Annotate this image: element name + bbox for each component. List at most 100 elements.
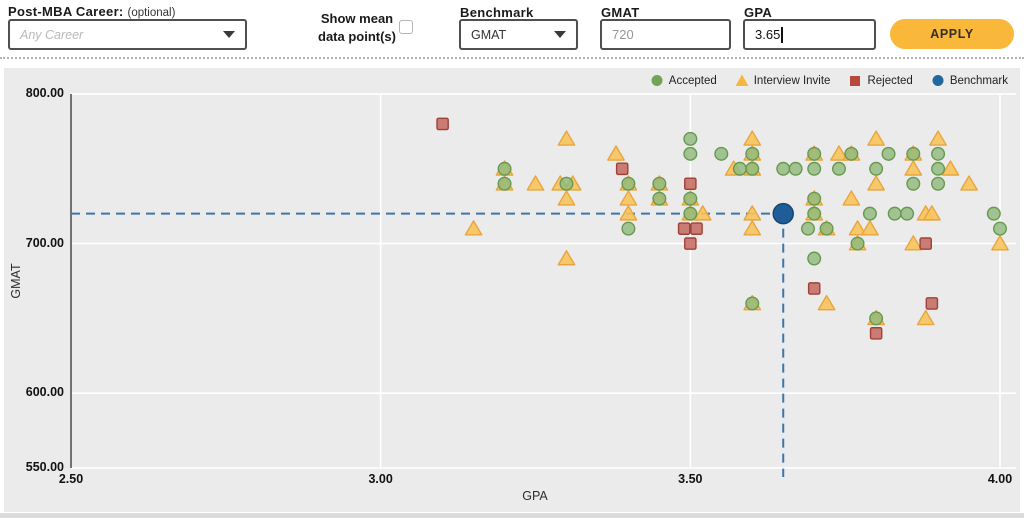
gmat-input[interactable]: 720 [600,19,731,50]
data-point-accepted[interactable] [881,146,896,161]
benchmark-select[interactable]: GMAT [459,19,578,50]
data-point-accepted[interactable] [906,176,921,191]
data-point-accepted[interactable] [714,146,729,161]
data-point-interview-invite[interactable] [848,220,867,236]
data-point-accepted[interactable] [831,161,846,176]
data-point-interview-invite[interactable] [922,205,941,221]
data-point-accepted[interactable] [683,131,698,146]
data-point-interview-invite[interactable] [929,130,947,146]
gpa-input[interactable]: 3.65 [743,19,876,50]
show-mean-checkbox[interactable] [399,20,413,34]
data-point-accepted[interactable] [807,161,822,176]
data-point-rejected[interactable] [684,177,697,191]
data-point-accepted[interactable] [862,206,877,221]
data-point-accepted[interactable] [621,221,636,236]
data-point-accepted[interactable] [732,161,747,176]
data-point-accepted[interactable] [807,251,822,266]
data-point-interview-invite[interactable] [693,205,712,221]
data-point-rejected[interactable] [677,222,691,235]
career-select[interactable]: Any Career [8,19,247,50]
data-point-accepted[interactable] [652,176,667,191]
data-point-interview-invite[interactable] [464,220,483,236]
data-point-accepted[interactable] [683,146,698,161]
data-point-accepted[interactable] [887,206,902,221]
data-point-accepted[interactable] [776,161,791,176]
data-point-rejected[interactable] [807,282,821,295]
legend-item-accepted[interactable]: Accepted [650,74,717,87]
y-tick-label: 700.00 [25,235,64,250]
data-point-interview-invite[interactable] [960,175,978,191]
data-point-rejected[interactable] [925,297,939,310]
data-point-rejected[interactable] [690,222,703,235]
data-point-accepted[interactable] [844,146,859,161]
legend-item-interview-invite[interactable]: Interview Invite [735,74,830,87]
data-point-interview-invite[interactable] [817,294,836,311]
data-point-interview-invite[interactable] [607,145,625,161]
data-point-accepted[interactable] [683,191,698,206]
data-point-interview-invite[interactable] [842,190,861,206]
data-point-accepted[interactable] [850,236,865,251]
data-point-interview-invite[interactable] [904,235,923,251]
data-point-accepted[interactable] [745,296,760,311]
data-point-interview-invite[interactable] [867,175,886,191]
data-point-accepted[interactable] [869,311,884,326]
data-point-accepted[interactable] [807,206,822,221]
data-point-interview-invite[interactable] [830,145,848,161]
data-point-interview-invite[interactable] [861,220,879,236]
legend-item-rejected[interactable]: Rejected [848,74,913,87]
show-mean-label: Show mean data point(s) [318,11,396,44]
data-point-interview-invite[interactable] [916,309,935,326]
data-point-interview-invite[interactable] [991,235,1009,251]
bottom-scroll-strip[interactable] [0,513,1024,518]
data-point-rejected[interactable] [869,327,883,340]
data-point-accepted[interactable] [807,146,822,161]
data-point-accepted[interactable] [931,176,946,191]
legend-item-benchmark[interactable]: Benchmark [931,74,1008,87]
y-axis-title: GMAT [9,263,23,299]
data-point-interview-invite[interactable] [867,130,886,146]
data-point-interview-invite[interactable] [941,160,960,176]
data-point-interview-invite[interactable] [743,130,762,146]
data-point-accepted[interactable] [745,161,760,176]
data-point-interview-invite[interactable] [619,190,638,206]
data-point-accepted[interactable] [931,146,946,161]
data-point-interview-invite[interactable] [526,175,545,191]
data-point-accepted[interactable] [745,146,760,161]
data-point-accepted[interactable] [869,161,884,176]
data-point-interview-invite[interactable] [557,130,576,146]
data-point-accepted[interactable] [906,146,921,161]
legend-label: Rejected [867,74,913,87]
data-point-accepted[interactable] [683,206,698,221]
y-tick-label: 600.00 [25,385,64,400]
data-point-interview-invite[interactable] [743,220,762,236]
data-point-accepted[interactable] [621,176,636,191]
data-point-interview-invite[interactable] [557,250,576,266]
legend-label: Accepted [668,74,717,87]
data-point-accepted[interactable] [819,221,834,236]
x-tick-label: 3.00 [368,472,393,486]
data-point-accepted[interactable] [931,161,946,176]
data-point-interview-invite[interactable] [904,160,923,176]
data-point-accepted[interactable] [900,206,915,221]
scatter-chart-panel: Accepted Interview Invite Rejected Benchmar… [4,68,1020,512]
data-point-rejected[interactable] [684,237,697,250]
data-point-accepted[interactable] [497,161,512,176]
data-point-accepted[interactable] [993,221,1008,236]
data-point-interview-invite[interactable] [557,190,576,206]
data-point-accepted[interactable] [497,176,512,191]
data-point-rejected[interactable] [919,237,932,250]
data-point-interview-invite[interactable] [743,205,762,221]
data-point-accepted[interactable] [652,191,667,206]
data-point-accepted[interactable] [807,191,822,206]
apply-button[interactable]: APPLY [890,19,1014,49]
benchmark-select-value: GMAT [471,27,507,42]
triangle-icon [735,74,749,86]
benchmark-point[interactable] [772,202,794,225]
data-point-accepted[interactable] [801,221,816,236]
data-point-accepted[interactable] [986,206,1001,221]
data-point-rejected[interactable] [436,117,449,131]
data-point-interview-invite[interactable] [619,205,638,221]
data-point-accepted[interactable] [559,176,574,191]
data-point-accepted[interactable] [788,161,803,176]
data-point-rejected[interactable] [615,162,629,176]
